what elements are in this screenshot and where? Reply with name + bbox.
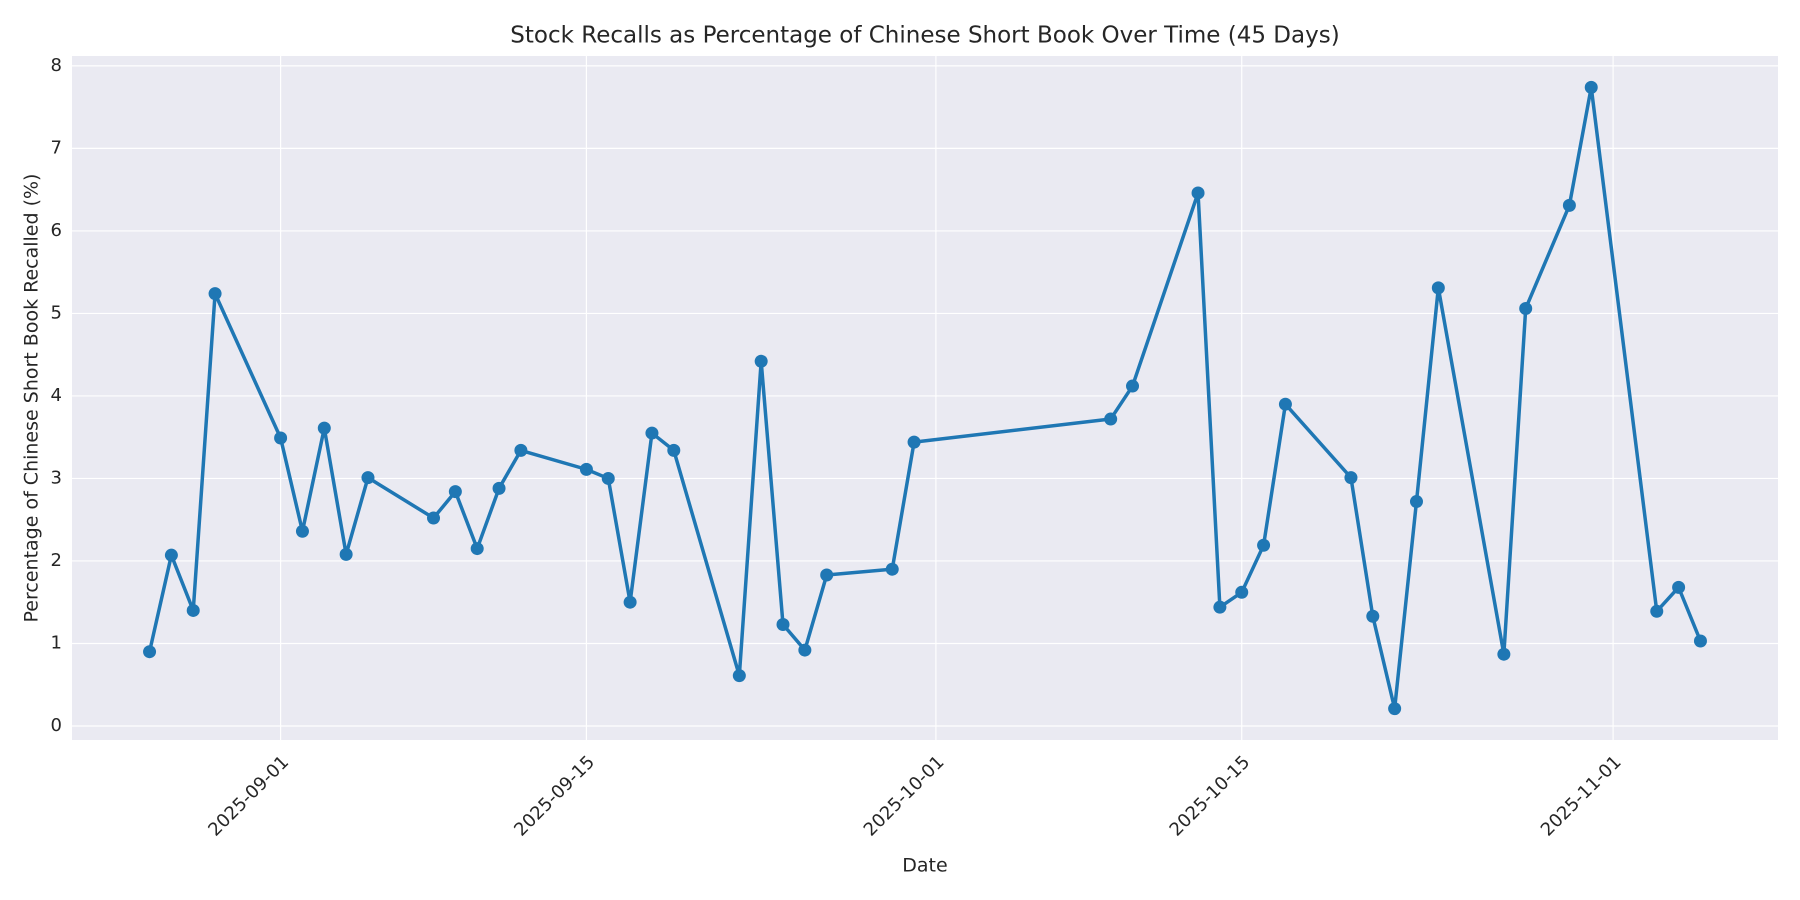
point bbox=[623, 595, 637, 609]
point bbox=[798, 643, 812, 657]
chart-title: Stock Recalls as Percentage of Chinese S… bbox=[510, 23, 1339, 49]
point bbox=[1344, 471, 1358, 485]
point bbox=[645, 426, 659, 440]
x-axis-label: Date bbox=[902, 855, 947, 877]
x-tick-label: 2025-10-01 bbox=[860, 752, 949, 841]
point bbox=[1191, 186, 1205, 200]
x-tick-label: 2025-09-15 bbox=[510, 752, 599, 841]
point bbox=[732, 669, 746, 683]
point bbox=[820, 568, 834, 582]
point bbox=[514, 443, 528, 457]
x-tick-label: 2025-10-15 bbox=[1166, 752, 1255, 841]
point bbox=[579, 462, 593, 476]
y-tick-label: 2 bbox=[51, 550, 62, 571]
point bbox=[1388, 702, 1402, 716]
point bbox=[754, 354, 768, 368]
y-tick-label: 8 bbox=[51, 55, 62, 76]
y-tick-label: 7 bbox=[51, 137, 62, 158]
point bbox=[1104, 412, 1118, 426]
point bbox=[448, 485, 462, 499]
point bbox=[1519, 301, 1533, 315]
point bbox=[1562, 198, 1576, 212]
y-tick-label: 5 bbox=[51, 302, 62, 323]
y-tick-label: 0 bbox=[51, 715, 62, 736]
point bbox=[667, 443, 681, 457]
point bbox=[427, 511, 441, 525]
point bbox=[492, 481, 506, 495]
point bbox=[361, 471, 375, 485]
y-tick-label: 4 bbox=[51, 385, 62, 406]
point bbox=[1278, 397, 1292, 411]
point bbox=[1693, 634, 1707, 648]
point bbox=[143, 645, 157, 659]
point bbox=[317, 421, 331, 435]
point bbox=[885, 562, 899, 576]
point bbox=[1584, 80, 1598, 94]
point bbox=[339, 547, 353, 561]
point bbox=[1497, 647, 1511, 661]
point bbox=[274, 431, 288, 445]
point bbox=[1650, 604, 1664, 618]
point bbox=[1257, 538, 1271, 552]
point bbox=[186, 603, 200, 617]
x-tick-label: 2025-09-01 bbox=[204, 752, 293, 841]
point bbox=[295, 524, 309, 538]
point bbox=[1235, 585, 1249, 599]
point bbox=[1672, 580, 1686, 594]
point bbox=[164, 548, 178, 562]
point bbox=[1213, 600, 1227, 614]
point bbox=[470, 542, 484, 556]
y-tick-label: 3 bbox=[51, 467, 62, 488]
plot-area bbox=[72, 56, 1778, 740]
y-tick-label: 1 bbox=[51, 632, 62, 653]
point bbox=[1431, 281, 1445, 295]
point bbox=[1409, 495, 1423, 509]
x-tick-label: 2025-11-01 bbox=[1537, 752, 1626, 841]
y-axis-label: Percentage of Chinese Short Book Recalle… bbox=[21, 174, 43, 623]
point bbox=[1366, 609, 1380, 623]
point bbox=[907, 435, 921, 449]
point bbox=[776, 617, 790, 631]
point bbox=[1126, 379, 1140, 393]
point bbox=[208, 287, 222, 301]
point bbox=[601, 471, 615, 485]
y-tick-label: 6 bbox=[51, 220, 62, 241]
